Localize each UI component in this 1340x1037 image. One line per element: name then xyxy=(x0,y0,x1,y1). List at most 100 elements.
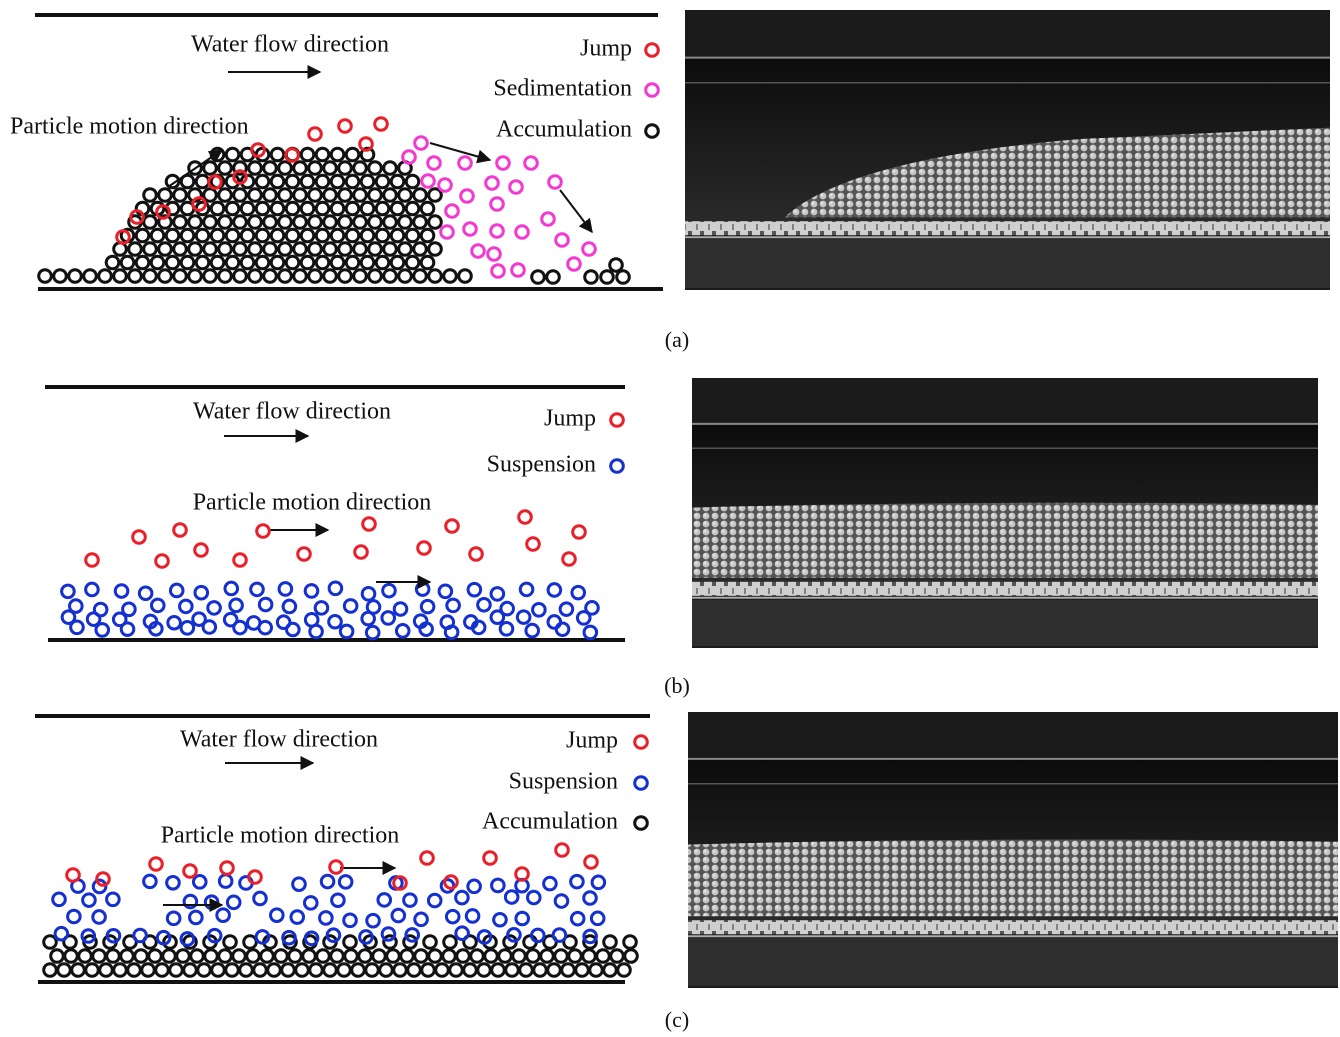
particle xyxy=(239,254,256,271)
particle xyxy=(546,614,563,630)
particle xyxy=(337,268,353,284)
particle xyxy=(262,187,278,203)
photo-ruler xyxy=(692,581,1318,596)
particle xyxy=(439,224,455,240)
particle xyxy=(566,256,582,272)
particle xyxy=(343,948,359,964)
particle xyxy=(581,948,597,964)
particle xyxy=(166,614,182,631)
particle xyxy=(142,187,158,203)
particle xyxy=(327,613,343,630)
particle xyxy=(307,268,323,284)
particle xyxy=(412,268,428,284)
particle xyxy=(359,227,376,244)
particle xyxy=(419,200,436,217)
particle xyxy=(418,621,434,637)
particle xyxy=(439,878,456,894)
particle xyxy=(571,524,587,540)
particle xyxy=(196,962,212,978)
particle xyxy=(322,241,338,257)
particle xyxy=(553,893,570,909)
particle xyxy=(217,241,233,257)
arrow xyxy=(429,142,492,164)
particle xyxy=(413,948,429,964)
particle xyxy=(60,609,77,625)
particle xyxy=(277,214,293,230)
particle xyxy=(105,927,122,944)
particle xyxy=(554,621,571,638)
particle xyxy=(443,874,459,890)
particle xyxy=(514,866,530,882)
particle xyxy=(517,509,533,525)
particle xyxy=(68,598,84,614)
particle xyxy=(269,146,286,163)
particle xyxy=(419,850,435,866)
particle xyxy=(445,597,461,614)
particle xyxy=(525,536,541,552)
particle xyxy=(367,241,383,257)
particle xyxy=(194,173,211,190)
particle xyxy=(254,929,271,945)
particle xyxy=(357,948,373,964)
particle xyxy=(382,187,398,203)
particle xyxy=(489,223,505,239)
particle xyxy=(404,200,421,217)
particle xyxy=(287,948,303,964)
particle xyxy=(119,948,135,964)
particle xyxy=(406,962,422,978)
particle xyxy=(269,173,286,190)
particle xyxy=(364,962,380,978)
particle xyxy=(365,912,381,929)
particle xyxy=(254,254,271,271)
legend-label: Suspension xyxy=(509,769,618,795)
particle xyxy=(322,160,338,176)
particle xyxy=(247,241,263,257)
particle xyxy=(404,254,421,271)
particle xyxy=(444,518,460,534)
water-flow-label: Water flow direction xyxy=(193,399,391,425)
particle xyxy=(273,948,289,964)
particle xyxy=(574,962,590,978)
particle xyxy=(313,600,330,616)
particle xyxy=(542,875,558,892)
particle xyxy=(476,962,492,978)
particle xyxy=(419,227,436,244)
particle xyxy=(217,187,233,203)
particle xyxy=(342,934,358,950)
particle xyxy=(350,962,366,978)
particle xyxy=(504,962,520,978)
particle xyxy=(140,962,156,978)
particle xyxy=(224,146,241,163)
particle xyxy=(359,254,376,271)
particle xyxy=(232,241,248,257)
particle xyxy=(623,948,639,964)
particle xyxy=(269,200,286,217)
particle xyxy=(179,173,196,190)
particle xyxy=(342,912,358,929)
particle xyxy=(203,948,219,964)
particle xyxy=(380,610,396,626)
particle xyxy=(299,254,316,271)
particle xyxy=(172,187,188,203)
particle xyxy=(142,214,158,230)
particle xyxy=(224,962,240,978)
particle xyxy=(194,227,211,244)
particle xyxy=(352,268,368,284)
particle xyxy=(142,241,158,257)
particle xyxy=(207,174,223,190)
particle xyxy=(254,173,271,190)
particle xyxy=(367,187,383,203)
particle xyxy=(247,869,263,885)
particle xyxy=(299,173,316,190)
particle xyxy=(292,268,308,284)
particle xyxy=(367,214,383,230)
particle xyxy=(281,929,297,946)
particle xyxy=(51,891,67,908)
legend-label: Accumulation xyxy=(496,117,632,143)
particle xyxy=(105,891,121,908)
particle xyxy=(119,621,136,637)
particle xyxy=(269,227,286,244)
particle xyxy=(245,948,261,964)
particle xyxy=(454,889,470,906)
caption: (c) xyxy=(665,1007,689,1032)
